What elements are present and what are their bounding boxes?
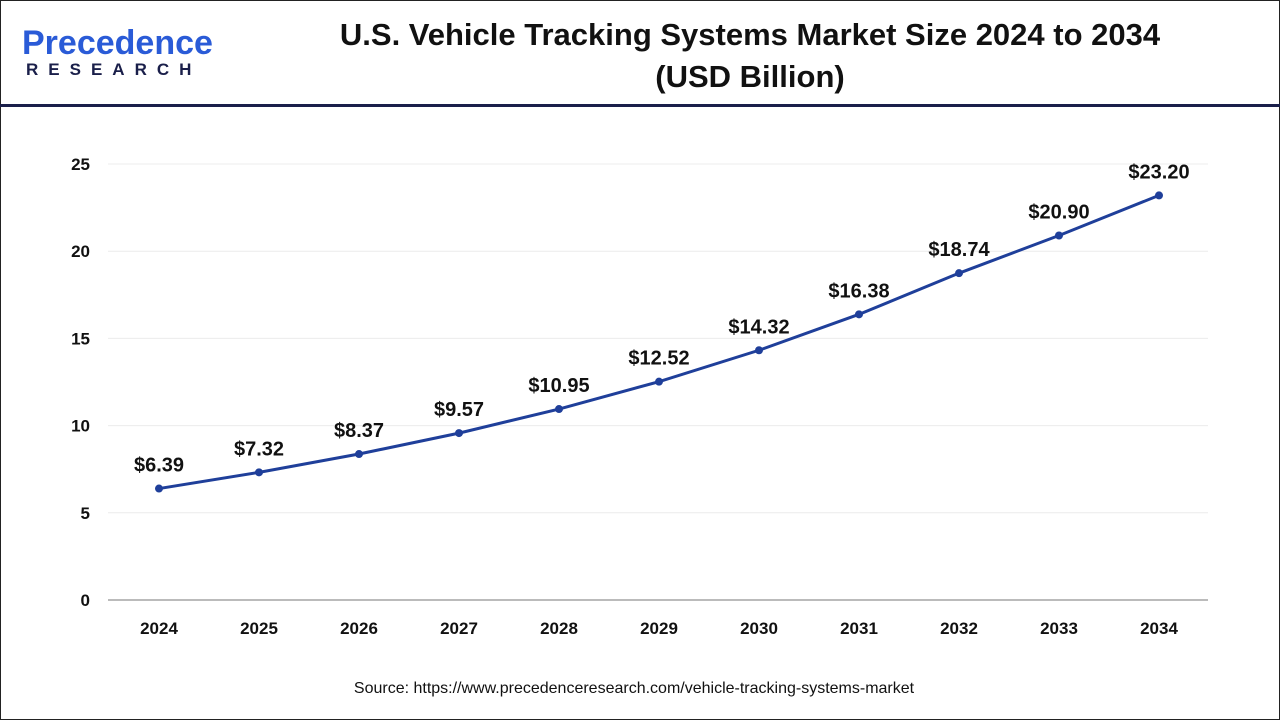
data-label: $10.95 — [528, 375, 589, 397]
y-tick-label: 25 — [71, 155, 90, 174]
x-tick-label: 2027 — [440, 619, 478, 638]
data-label: $23.20 — [1128, 161, 1189, 183]
x-tick-label: 2033 — [1040, 619, 1078, 638]
data-label: $7.32 — [234, 438, 284, 460]
data-point — [555, 405, 563, 414]
data-point — [355, 450, 363, 459]
series-line — [158, 193, 1160, 491]
data-point — [655, 377, 663, 386]
x-tick-label: 2031 — [840, 619, 878, 638]
logo-sub-text: RESEARCH — [26, 60, 202, 79]
x-tick-label: 2025 — [240, 619, 278, 638]
x-tick-label: 2024 — [140, 619, 178, 638]
data-label: $8.37 — [334, 420, 384, 442]
logo-main-text: Precedence — [22, 24, 213, 62]
data-point — [255, 468, 263, 477]
x-tick-label: 2032 — [940, 619, 978, 638]
data-label: $18.74 — [928, 239, 990, 261]
chart-title: U.S. Vehicle Tracking Systems Market Siz… — [290, 14, 1210, 98]
x-tick-label: 2029 — [640, 619, 678, 638]
y-tick-label: 20 — [71, 242, 90, 261]
data-point — [155, 484, 163, 493]
data-point — [955, 269, 963, 278]
x-tick-label: 2034 — [1140, 619, 1178, 638]
title-line-2: (USD Billion) — [655, 59, 845, 94]
x-tick-label: 2028 — [540, 619, 578, 638]
title-line-1: U.S. Vehicle Tracking Systems Market Siz… — [339, 17, 1161, 52]
data-label: $14.32 — [728, 316, 789, 338]
y-tick-label: 0 — [81, 591, 90, 610]
data-point — [1155, 191, 1163, 200]
data-point — [455, 429, 463, 438]
data-point — [855, 310, 863, 319]
source-text: Source: https://www.precedenceresearch.c… — [353, 680, 915, 697]
y-tick-label: 15 — [71, 329, 90, 348]
data-label: $16.38 — [828, 280, 889, 302]
data-label: $20.90 — [1028, 202, 1089, 224]
data-point — [755, 346, 763, 355]
precedence-research-logo: Precedence RESEARCH — [22, 26, 213, 80]
data-label: $12.52 — [628, 348, 689, 370]
data-label: $9.57 — [434, 399, 484, 421]
header: Precedence RESEARCH U.S. Vehicle Trackin… — [0, 0, 1280, 107]
y-tick-label: 5 — [81, 504, 90, 523]
x-tick-label: 2030 — [740, 619, 778, 638]
x-tick-label: 2026 — [340, 619, 378, 638]
data-point — [1055, 231, 1063, 240]
data-label: $6.39 — [134, 455, 184, 477]
y-tick-label: 10 — [71, 417, 90, 436]
